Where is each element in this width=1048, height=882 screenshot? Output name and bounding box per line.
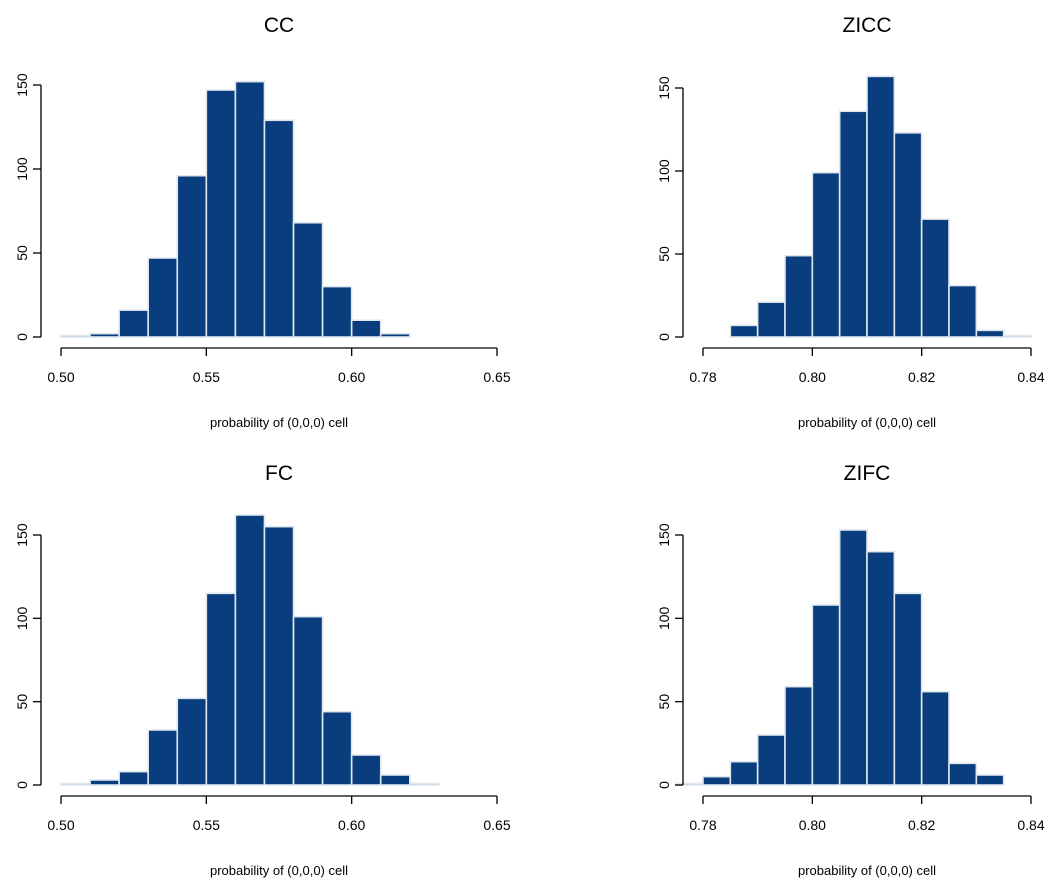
x-tick-label: 0.78: [689, 817, 716, 833]
x-tick-label: 0.60: [338, 369, 365, 385]
x-tick-label: 0.65: [483, 817, 510, 833]
y-tick-label: 100: [656, 606, 672, 630]
histogram-bar: [838, 110, 868, 338]
y-tick-label: 0: [656, 333, 672, 341]
histogram-bar: [379, 332, 411, 338]
histogram-bar: [350, 754, 382, 786]
x-tick-label: 0.55: [193, 817, 220, 833]
y-tick-label: 150: [656, 523, 672, 547]
x-tick-label: 0.65: [483, 369, 510, 385]
panel-title: ZICC: [843, 14, 892, 37]
panel-title: FC: [265, 462, 293, 485]
histogram-bar: [866, 550, 896, 786]
histogram-bar: [702, 775, 732, 786]
histogram-bar: [176, 174, 208, 338]
x-axis-label: probability of (0,0,0) cell: [210, 863, 348, 878]
y-tick-label: 50: [14, 694, 30, 710]
panel-title: CC: [264, 14, 294, 37]
y-tick-label: 0: [14, 333, 30, 341]
x-tick-label: 0.60: [338, 817, 365, 833]
y-tick-label: 0: [656, 781, 672, 789]
y-tick-label: 100: [656, 159, 672, 183]
histogram-bar: [975, 774, 1005, 786]
histogram-bar: [729, 324, 759, 338]
x-tick-label: 0.82: [908, 369, 935, 385]
histogram-bar: [263, 525, 295, 786]
histogram-bar: [920, 218, 950, 338]
y-tick-label: 50: [14, 245, 30, 261]
histogram-bar: [263, 119, 295, 338]
histogram-bar: [1002, 334, 1032, 338]
histogram-bar: [756, 734, 786, 786]
x-tick-label: 0.82: [908, 817, 935, 833]
histogram-bar: [756, 301, 786, 338]
y-tick-label: 50: [656, 694, 672, 710]
histogram-bar: [811, 604, 841, 786]
histogram-bar: [893, 592, 923, 786]
panel-zifc: ZIFC 0.78 0.80 0.82 0.84 probability of (0,0,…: [656, 462, 1045, 878]
panel-fc: FC 0.50 0.55 0.60 0.65 probability of (0,0,0)…: [14, 462, 511, 878]
histogram-bar: [920, 690, 950, 786]
histogram-bar: [948, 762, 978, 786]
histogram-bar: [784, 254, 814, 338]
x-tick-label: 0.84: [1017, 817, 1044, 833]
y-tick-label: 100: [14, 157, 30, 181]
histogram-bar: [147, 257, 179, 338]
histogram-bar: [408, 782, 440, 786]
y-tick-label: 0: [14, 781, 30, 789]
x-axis-label: probability of (0,0,0) cell: [210, 415, 348, 430]
histogram-bar: [292, 221, 324, 338]
panel-cc: CC 0.50 0.55 0.60 0.65 probability of (0,0,0)…: [14, 14, 511, 430]
histogram-bar: [60, 782, 91, 786]
x-tick-label: 0.50: [47, 817, 74, 833]
histogram-bar: [234, 80, 266, 338]
x-tick-label: 0.55: [193, 369, 220, 385]
histogram-bar: [60, 334, 91, 338]
histogram-bar: [147, 729, 179, 786]
y-tick-label: 100: [14, 606, 30, 630]
histogram-bar: [118, 770, 149, 786]
x-tick-label: 0.80: [799, 817, 826, 833]
histogram-bar: [234, 514, 266, 786]
x-tick-label: 0.78: [689, 369, 716, 385]
x-tick-label: 0.80: [799, 369, 826, 385]
x-axis-label: probability of (0,0,0) cell: [798, 863, 936, 878]
histogram-bar: [176, 697, 208, 786]
histogram-bar: [379, 774, 411, 786]
histogram-bar: [205, 89, 237, 338]
x-tick-label: 0.50: [47, 369, 74, 385]
histogram-bar: [89, 779, 120, 786]
histogram-bar: [729, 760, 759, 786]
histogram-bar: [321, 710, 353, 786]
histogram-bar: [350, 319, 382, 338]
histogram-bar: [811, 171, 841, 338]
y-tick-label: 150: [14, 73, 30, 97]
histogram-bar: [948, 284, 978, 338]
y-tick-label: 50: [656, 246, 672, 262]
histogram-bar: [118, 309, 149, 338]
panel-zicc: ZICC 0.78 0.80 0.82 0.84 probability of (0,0,…: [656, 14, 1045, 430]
histogram-bar: [321, 285, 353, 338]
x-axis-label: probability of (0,0,0) cell: [798, 415, 936, 430]
histogram-bar: [292, 615, 324, 786]
histogram-bar: [838, 529, 868, 786]
histogram-bar: [866, 75, 896, 338]
histogram-bar: [893, 132, 923, 338]
histogram-bar: [205, 592, 237, 786]
histogram-bar: [975, 329, 1005, 338]
y-tick-label: 150: [656, 76, 672, 100]
histogram-bar: [784, 685, 814, 786]
y-tick-label: 150: [14, 523, 30, 547]
histogram-bar: [89, 332, 120, 338]
x-tick-label: 0.84: [1017, 369, 1044, 385]
panel-title: ZIFC: [844, 462, 891, 485]
